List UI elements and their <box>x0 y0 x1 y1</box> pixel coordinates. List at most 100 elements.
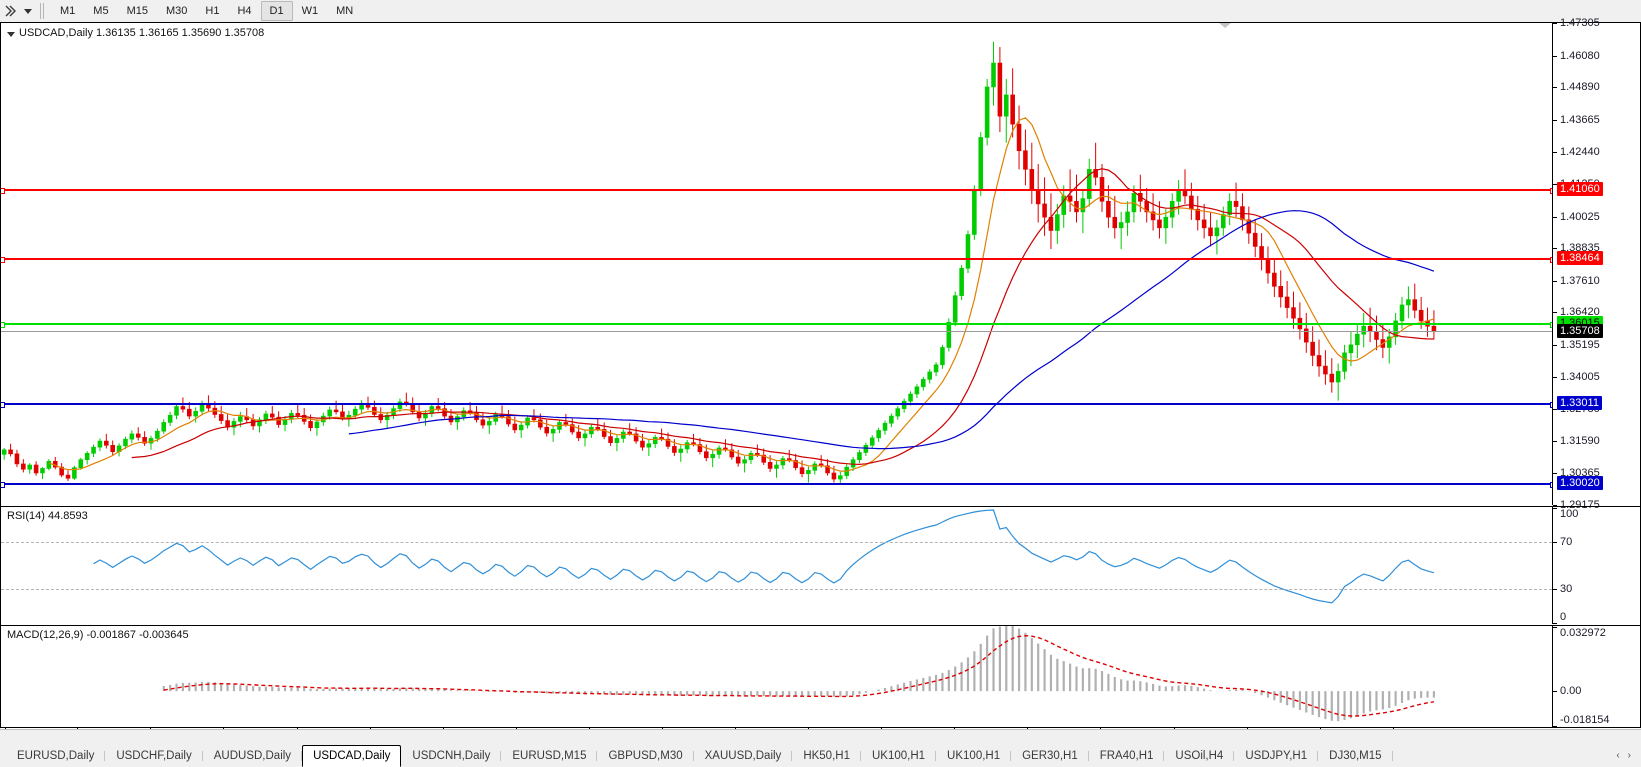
macd-chart <box>162 626 1436 722</box>
rsi-chart <box>93 509 1435 604</box>
price-tick <box>1553 505 1557 506</box>
rsi-plot[interactable] <box>1 507 1552 624</box>
rsi-label: RSI(14) 44.8593 <box>7 510 88 522</box>
chart-tab-gbpusd-m30[interactable]: GBPUSD,M30 <box>597 745 694 767</box>
rsi-axis[interactable]: 100 70 30 0 <box>1552 507 1640 624</box>
chart-tab-ger30-h1[interactable]: GER30,H1 <box>1011 745 1089 767</box>
level-handle-right[interactable] <box>1550 188 1552 195</box>
timeframe-m5[interactable]: M5 <box>93 5 109 17</box>
chart-tab-uk100-h1[interactable]: UK100,H1 <box>936 745 1012 767</box>
chevron-down-icon[interactable] <box>24 8 32 14</box>
scroll-marker-icon <box>1219 23 1231 28</box>
price-tag-black[interactable]: 1.35708 <box>1557 324 1603 339</box>
macd-tick-label: 0.032972 <box>1560 627 1606 639</box>
price-tick-label: 1.43665 <box>1560 113 1600 126</box>
level-line-support-4[interactable] <box>1 481 1552 488</box>
price-tag-blue[interactable]: 1.33011 <box>1557 396 1602 411</box>
timeframe-m30[interactable]: M30 <box>165 5 188 17</box>
timeframe-d1[interactable]: D1 <box>260 1 293 21</box>
chart-tab-usdjpy-h1[interactable]: USDJPY,H1 <box>1234 745 1318 767</box>
tab-scroll-next-icon[interactable]: › <box>1627 750 1631 761</box>
rsi-tick-label: 30 <box>1560 582 1573 595</box>
price-tick-label: 1.36420 <box>1560 306 1600 319</box>
price-tick <box>1553 119 1557 121</box>
timeframe-group: M1 M5 M15 M30 H1 H4 D1 W1 MN <box>51 1 362 21</box>
price-tick <box>1553 248 1557 250</box>
level-line-pivot-2[interactable] <box>1 322 1552 329</box>
level-line-resistance-0[interactable] <box>1 188 1552 195</box>
level-handle-right[interactable] <box>1550 322 1552 329</box>
chart-area[interactable]: USDCAD,Daily 1.36135 1.36165 1.35690 1.3… <box>0 17 1641 748</box>
price-tick-label: 1.35195 <box>1560 338 1600 351</box>
candlestick-chart <box>1 41 1437 484</box>
macd-pane[interactable]: MACD(12,26,9) -0.001867 -0.003645 0.0329… <box>1 625 1640 727</box>
macd-tick <box>1553 691 1557 693</box>
level-handle-left[interactable] <box>1 402 5 409</box>
macd-plot[interactable] <box>1 626 1552 727</box>
macd-axis[interactable]: 0.032972 0.00 -0.018154 <box>1552 626 1640 727</box>
chart-tab-eurusd-m15[interactable]: EURUSD,M15 <box>501 745 598 767</box>
rsi-tick <box>1553 588 1557 590</box>
chart-tab-hk50-h1[interactable]: HK50,H1 <box>792 745 861 767</box>
level-handle-left[interactable] <box>1 257 5 264</box>
rsi-tick <box>1553 623 1557 624</box>
macd-tick <box>1553 627 1557 628</box>
chart-tab-fra40-h1[interactable]: FRA40,H1 <box>1089 745 1165 767</box>
price-tick <box>1553 376 1557 378</box>
price-tick-label: 1.44890 <box>1560 81 1600 94</box>
price-tick <box>1553 152 1557 154</box>
price-tick <box>1553 183 1557 185</box>
price-tick <box>1553 344 1557 346</box>
price-tick <box>1553 23 1557 24</box>
price-tick <box>1553 216 1557 218</box>
chart-tab-xauusd-daily[interactable]: XAUUSD,Daily <box>694 745 793 767</box>
chart-tab-eurusd-daily[interactable]: EURUSD,Daily <box>6 745 106 767</box>
chart-tab-usoil-h4[interactable]: USOil,H4 <box>1164 745 1235 767</box>
tab-scroll-controls[interactable]: ‹ › <box>1616 750 1641 767</box>
timeframe-mn[interactable]: MN <box>336 5 354 17</box>
chart-tab-usdcad-daily[interactable]: USDCAD,Daily <box>302 745 402 767</box>
cursor-tool-icon[interactable] <box>0 4 34 18</box>
timeframe-m1[interactable]: M1 <box>60 5 76 17</box>
price-pane[interactable]: USDCAD,Daily 1.36135 1.36165 1.35690 1.3… <box>1 17 1640 511</box>
level-handle-left[interactable] <box>1 481 5 488</box>
tab-scroll-prev-icon[interactable]: ‹ <box>1616 750 1620 761</box>
rsi-pane[interactable]: RSI(14) 44.8593 100 70 30 0 <box>1 506 1640 624</box>
chart-tab-usdcnh-daily[interactable]: USDCNH,Daily <box>401 745 502 767</box>
timeframe-h1[interactable]: H1 <box>205 5 220 17</box>
price-tick-label: 1.29175 <box>1560 499 1600 511</box>
rsi-tick-label: 100 <box>1560 508 1579 520</box>
price-tick <box>1553 473 1557 475</box>
price-axis[interactable]: 1.473051.460801.448901.436651.424401.412… <box>1552 17 1640 511</box>
price-tag-blue[interactable]: 1.30020 <box>1557 475 1603 490</box>
chart-tab-dj30-m15[interactable]: DJ30,M15 <box>1318 745 1393 767</box>
rsi-tick <box>1553 508 1557 509</box>
toolbar-drag-handle[interactable] <box>40 3 46 19</box>
level-handle-left[interactable] <box>1 188 5 195</box>
rsi-tick-label: 0 <box>1560 611 1567 623</box>
timeframe-m15[interactable]: M15 <box>126 5 148 17</box>
price-plot[interactable] <box>1 23 1552 505</box>
chart-tab-usdchf-daily[interactable]: USDCHF,Daily <box>105 745 204 767</box>
price-tick <box>1553 312 1557 314</box>
level-line-resistance-1[interactable] <box>1 257 1552 264</box>
level-handle-left[interactable] <box>1 322 5 329</box>
macd-tick-label: -0.018154 <box>1560 714 1610 726</box>
price-tag-red[interactable]: 1.41060 <box>1557 182 1603 197</box>
chart-menu-caret-icon[interactable] <box>7 32 15 37</box>
level-line-support-3[interactable] <box>1 402 1552 409</box>
price-tick <box>1553 280 1557 282</box>
level-handle-right[interactable] <box>1550 402 1552 409</box>
level-handle-right[interactable] <box>1550 257 1552 264</box>
chart-tab-audusd-daily[interactable]: AUDUSD,Daily <box>203 745 303 767</box>
timeframe-w1[interactable]: W1 <box>301 5 319 17</box>
level-handle-right[interactable] <box>1550 481 1552 488</box>
current-price-line <box>1 331 1552 333</box>
rsi-level-30 <box>1 588 1552 590</box>
timeframe-h4[interactable]: H4 <box>237 5 252 17</box>
macd-tick <box>1553 726 1557 727</box>
price-tick-label: 1.37610 <box>1560 274 1600 287</box>
price-tag-red[interactable]: 1.38464 <box>1557 251 1603 266</box>
chart-tab-uk100-h1[interactable]: UK100,H1 <box>861 745 937 767</box>
